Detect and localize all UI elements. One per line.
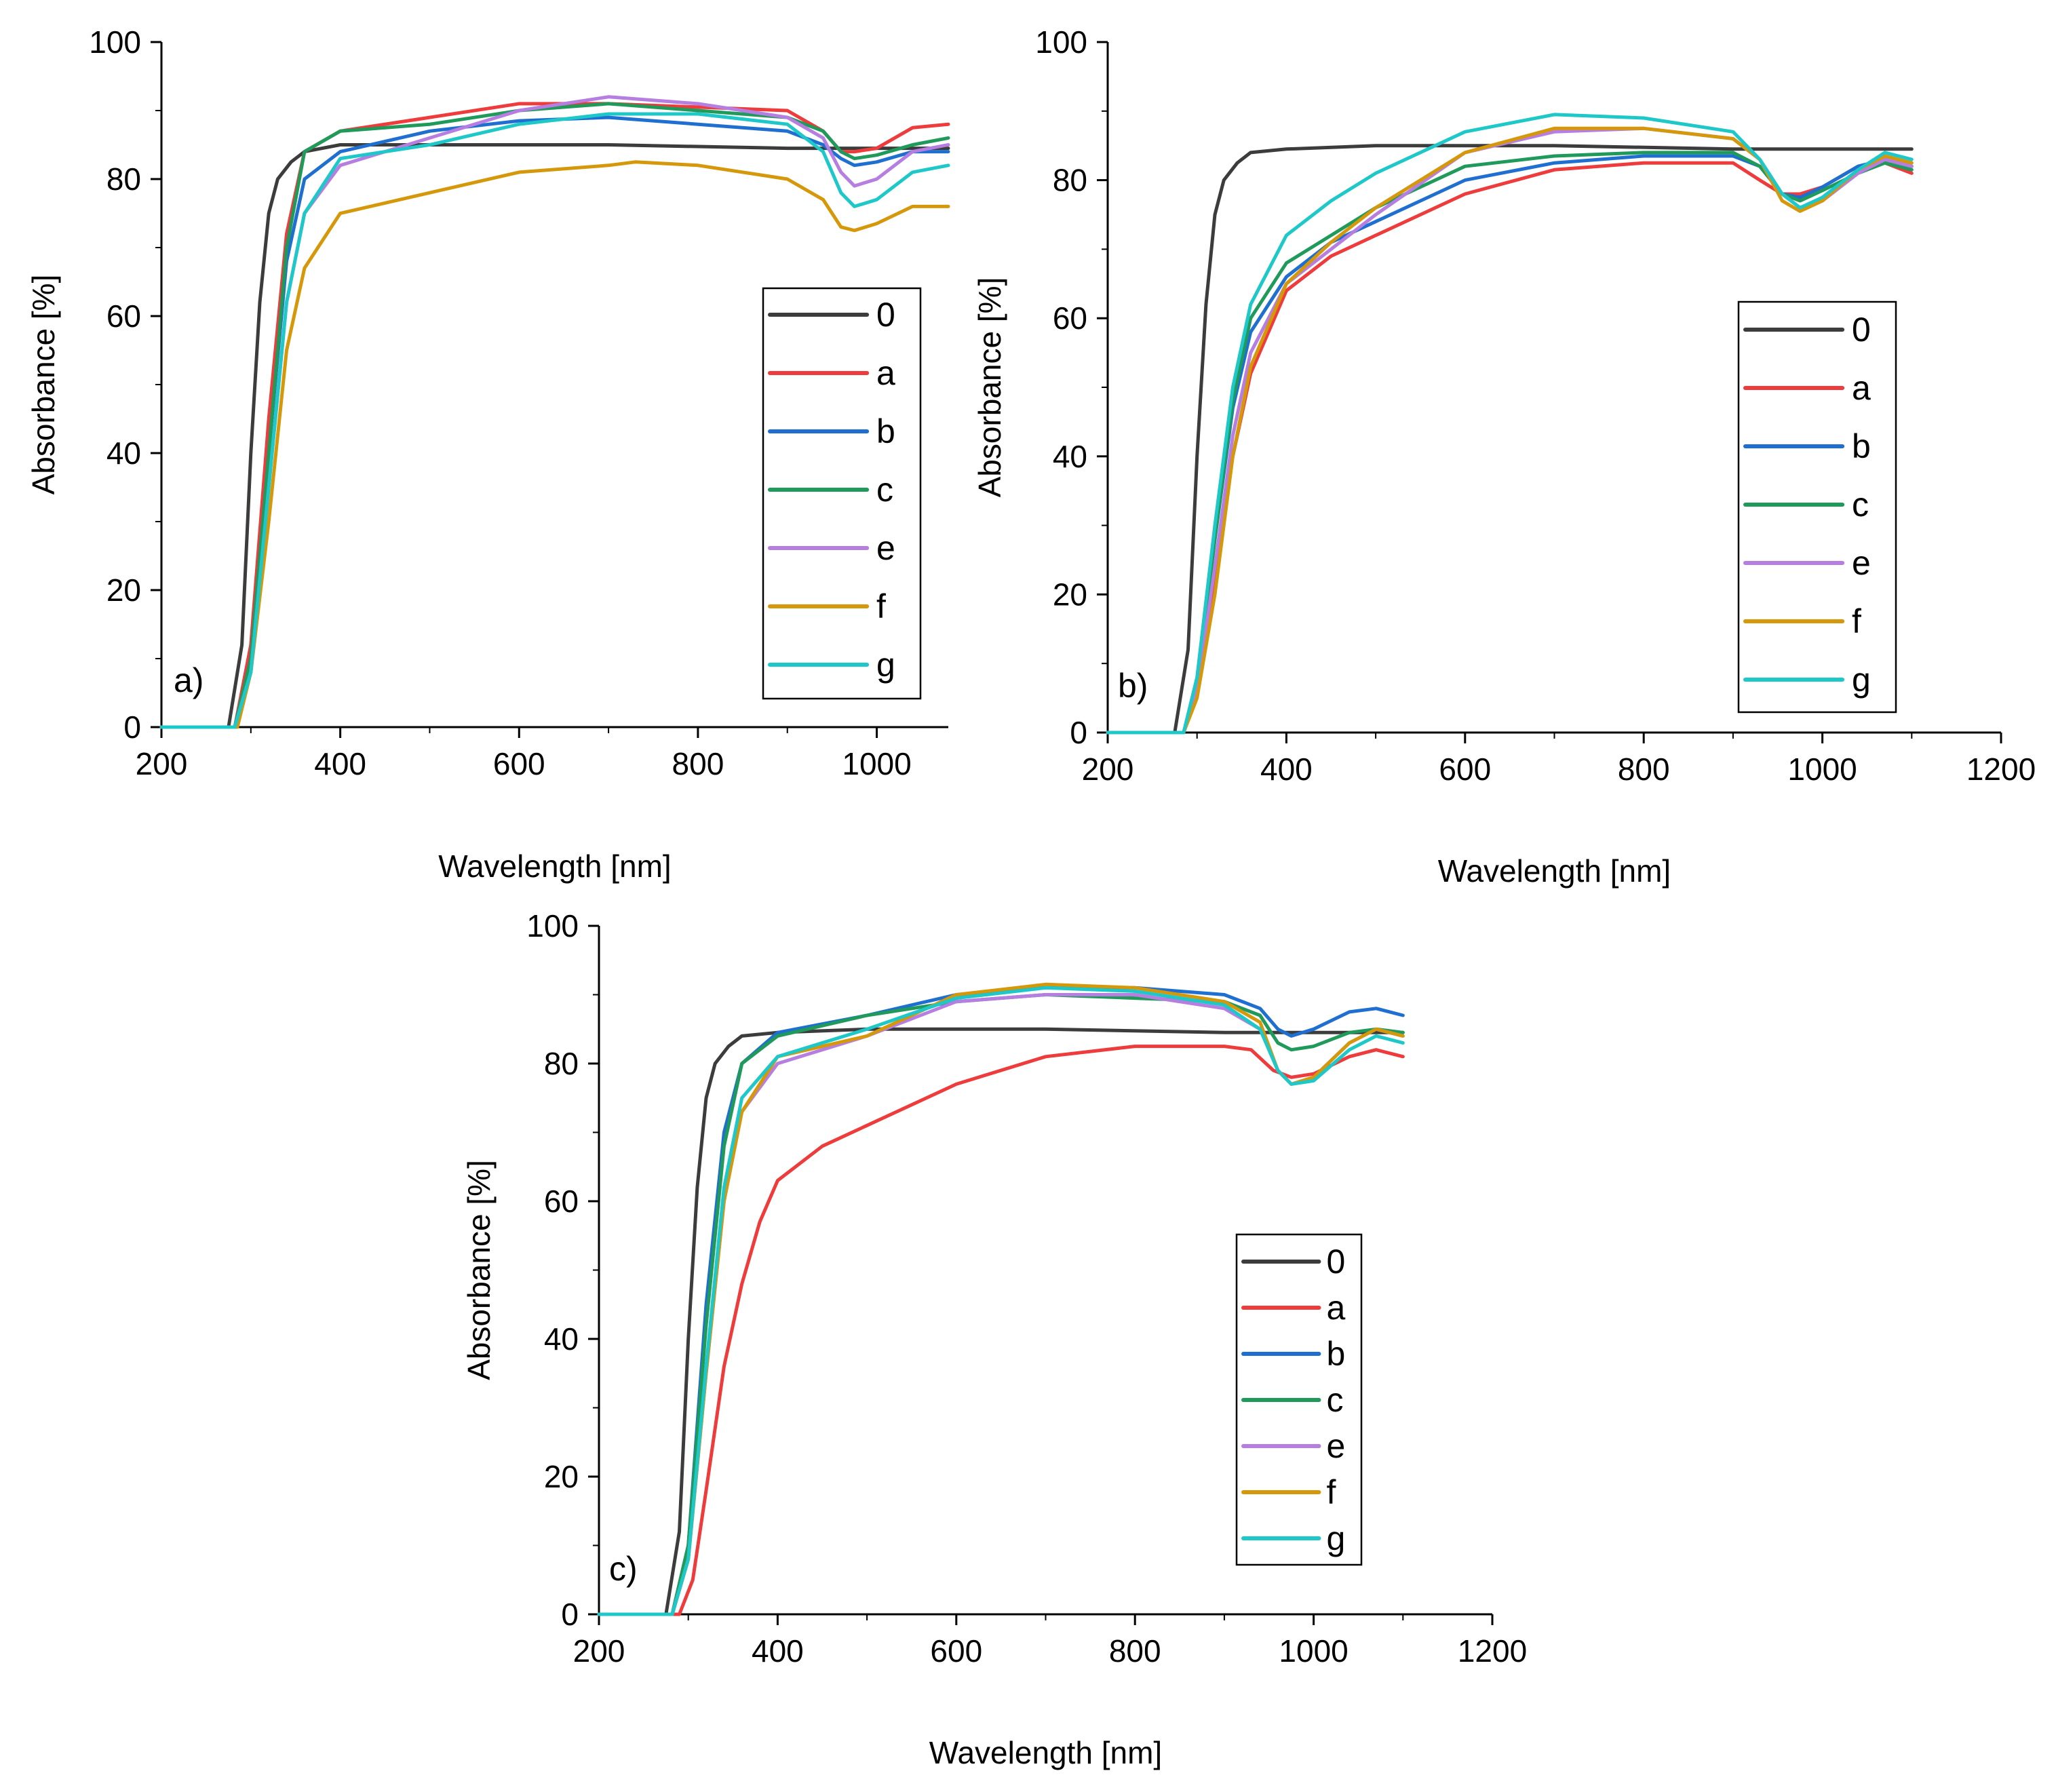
series-line-f <box>1106 126 1914 735</box>
y-tick-label: 100 <box>526 908 579 943</box>
panel-label: c) <box>609 1550 638 1588</box>
x-tick-label: 400 <box>314 746 366 781</box>
legend-label-g: g <box>876 646 895 684</box>
y-tick-label: 80 <box>1053 163 1087 198</box>
legend-label-g: g <box>1852 661 1871 699</box>
legend-label-a: a <box>1326 1289 1345 1327</box>
y-tick-label: 20 <box>544 1459 579 1494</box>
legend-label-f: f <box>876 587 886 625</box>
legend-label-b: b <box>1326 1335 1345 1373</box>
x-tick-label: 1000 <box>1787 752 1857 787</box>
legend-label-a: a <box>1852 369 1871 407</box>
series-line-g <box>597 986 1405 1616</box>
legend-label-c: c <box>1852 486 1869 524</box>
x-tick-label: 200 <box>573 1633 625 1669</box>
y-tick-label: 20 <box>106 572 141 608</box>
panel-c: 0 20 40 60 80 100 200 400 600 800 1000 1200 Waveleng… <box>461 908 1527 1770</box>
panel-b: 0 20 40 60 80 100 200 400 600 800 1000 1200 Waveleng… <box>972 24 2036 889</box>
series-line-g <box>159 112 950 729</box>
y-tick-label: 40 <box>1053 439 1087 474</box>
legend-label-e: e <box>1326 1427 1345 1465</box>
series-line-0 <box>597 1027 1405 1616</box>
legend-label-g: g <box>1326 1519 1345 1557</box>
y-tick-label: 60 <box>544 1184 579 1219</box>
series-line-c <box>159 102 950 729</box>
series-line-0 <box>159 143 950 729</box>
series-line-f <box>159 160 950 729</box>
series-line-a <box>597 1045 1405 1616</box>
series-line-c <box>1106 151 1914 735</box>
panel-label: a) <box>174 661 203 699</box>
legend-label-b: b <box>876 412 895 450</box>
x-axis-label: Wavelength [nm] <box>1438 853 1671 889</box>
legend-label-e: e <box>1852 544 1871 582</box>
y-tick-label: 0 <box>123 709 141 745</box>
y-tick-label: 80 <box>106 161 141 197</box>
legend-box <box>762 287 922 700</box>
x-tick-label: 1200 <box>1966 752 2036 787</box>
x-tick-label: 800 <box>1618 752 1670 787</box>
y-tick-label: 80 <box>544 1046 579 1081</box>
x-tick-label: 400 <box>752 1633 804 1669</box>
series-line-g <box>1106 113 1914 735</box>
legend-label-f: f <box>1326 1473 1336 1511</box>
y-tick-label: 0 <box>561 1597 579 1632</box>
x-tick-label: 1000 <box>842 746 911 781</box>
legend-label-f: f <box>1852 602 1861 640</box>
legend-box <box>1737 300 1897 714</box>
legend-label-c: c <box>1326 1381 1343 1419</box>
y-tick-label: 20 <box>1053 577 1087 612</box>
panel-label: b) <box>1118 667 1148 705</box>
x-tick-label: 1000 <box>1279 1633 1348 1669</box>
x-tick-label: 800 <box>672 746 724 781</box>
y-tick-label: 60 <box>106 298 141 334</box>
panel-a: 0 20 40 60 80 100 200 400 600 800 1000 Wavelength [… <box>26 24 950 884</box>
x-tick-label: 400 <box>1260 752 1313 787</box>
legend-label-b: b <box>1852 427 1871 465</box>
y-tick-label: 0 <box>1070 715 1087 750</box>
x-tick-label: 200 <box>136 746 188 781</box>
y-axis-label: Absorbance [%] <box>972 277 1007 498</box>
y-axis-label: Absorbance [%] <box>461 1160 497 1380</box>
y-tick-label: 40 <box>106 435 141 471</box>
legend-label-0: 0 <box>876 296 895 334</box>
x-axis-label: Wavelength [nm] <box>438 849 671 884</box>
x-tick-label: 600 <box>493 746 545 781</box>
y-tick-label: 60 <box>1053 300 1087 336</box>
y-tick-label: 40 <box>544 1321 579 1357</box>
legend-label-a: a <box>876 354 895 392</box>
x-tick-label: 600 <box>1439 752 1491 787</box>
x-tick-label: 200 <box>1082 752 1134 787</box>
y-tick-label: 100 <box>1035 24 1087 60</box>
x-axis-label: Wavelength [nm] <box>929 1735 1162 1770</box>
y-axis-label: Absorbance [%] <box>26 275 61 495</box>
x-tick-label: 1200 <box>1458 1633 1527 1669</box>
legend-label-c: c <box>876 471 893 509</box>
series-line-0 <box>1106 144 1914 735</box>
legend-label-0: 0 <box>1852 311 1871 349</box>
x-tick-label: 800 <box>1109 1633 1161 1669</box>
x-tick-label: 600 <box>930 1633 982 1669</box>
y-tick-label: 100 <box>89 24 141 60</box>
legend-label-e: e <box>876 529 895 567</box>
legend-label-0: 0 <box>1326 1243 1345 1281</box>
